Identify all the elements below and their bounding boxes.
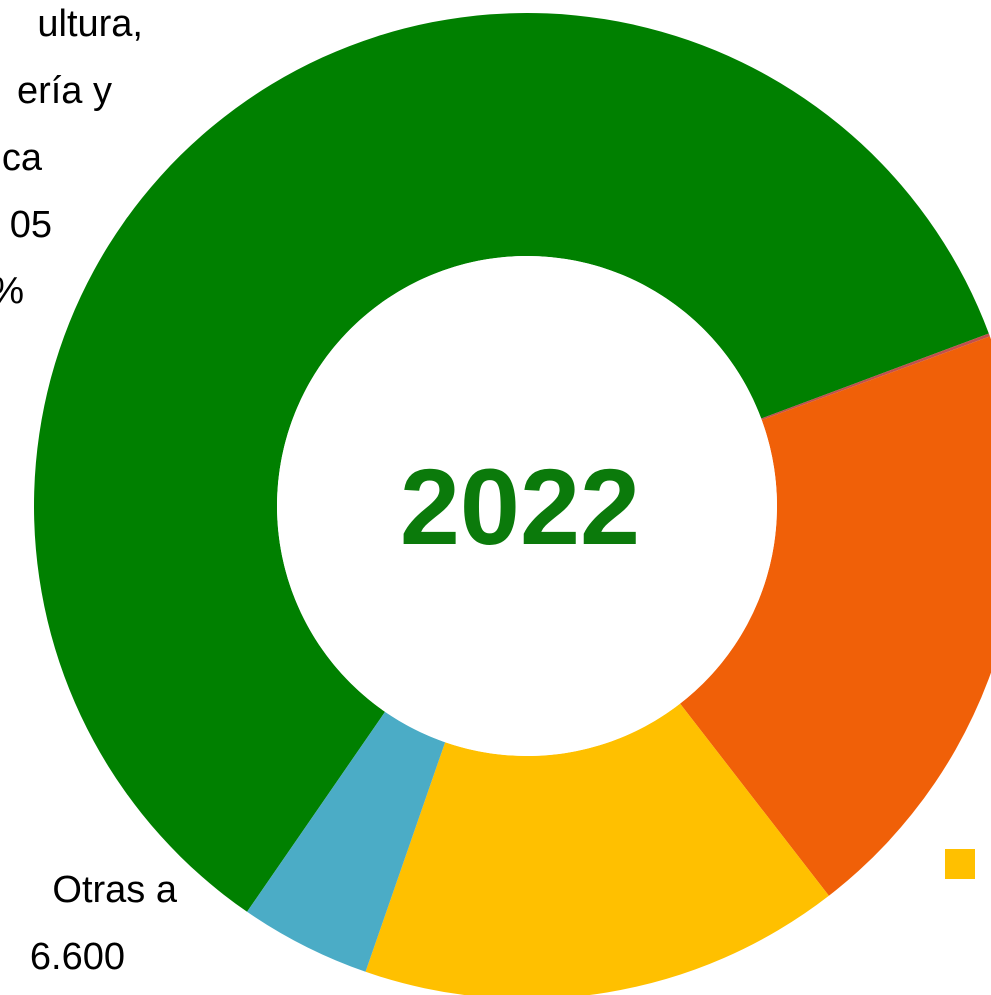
label-otras-value: 6.600 [30, 936, 125, 978]
donut-slice-4 [365, 703, 829, 995]
label-agricultura-line-1: ultura, [37, 3, 143, 45]
donut-slice-3 [680, 336, 991, 896]
legend-marker-yellow [945, 849, 975, 879]
label-agricultura-percent: % [0, 270, 24, 312]
donut-slice-1 [33, 12, 989, 912]
donut-slices [33, 12, 991, 995]
label-agricultura: ultura, ería y ca 05 % [0, 3, 143, 312]
label-otras: Otras a 6.600 [30, 869, 178, 978]
donut-hole [277, 256, 777, 756]
center-year-label: 2022 [400, 446, 640, 567]
label-agricultura-line-3: ca [2, 137, 43, 179]
label-otras-line-1: Otras a [52, 869, 177, 911]
label-agricultura-line-2: ería y [17, 70, 112, 112]
label-agricultura-value: 05 [10, 204, 52, 246]
donut-slice-5 [247, 711, 446, 972]
donut-slice-2 [761, 333, 990, 421]
